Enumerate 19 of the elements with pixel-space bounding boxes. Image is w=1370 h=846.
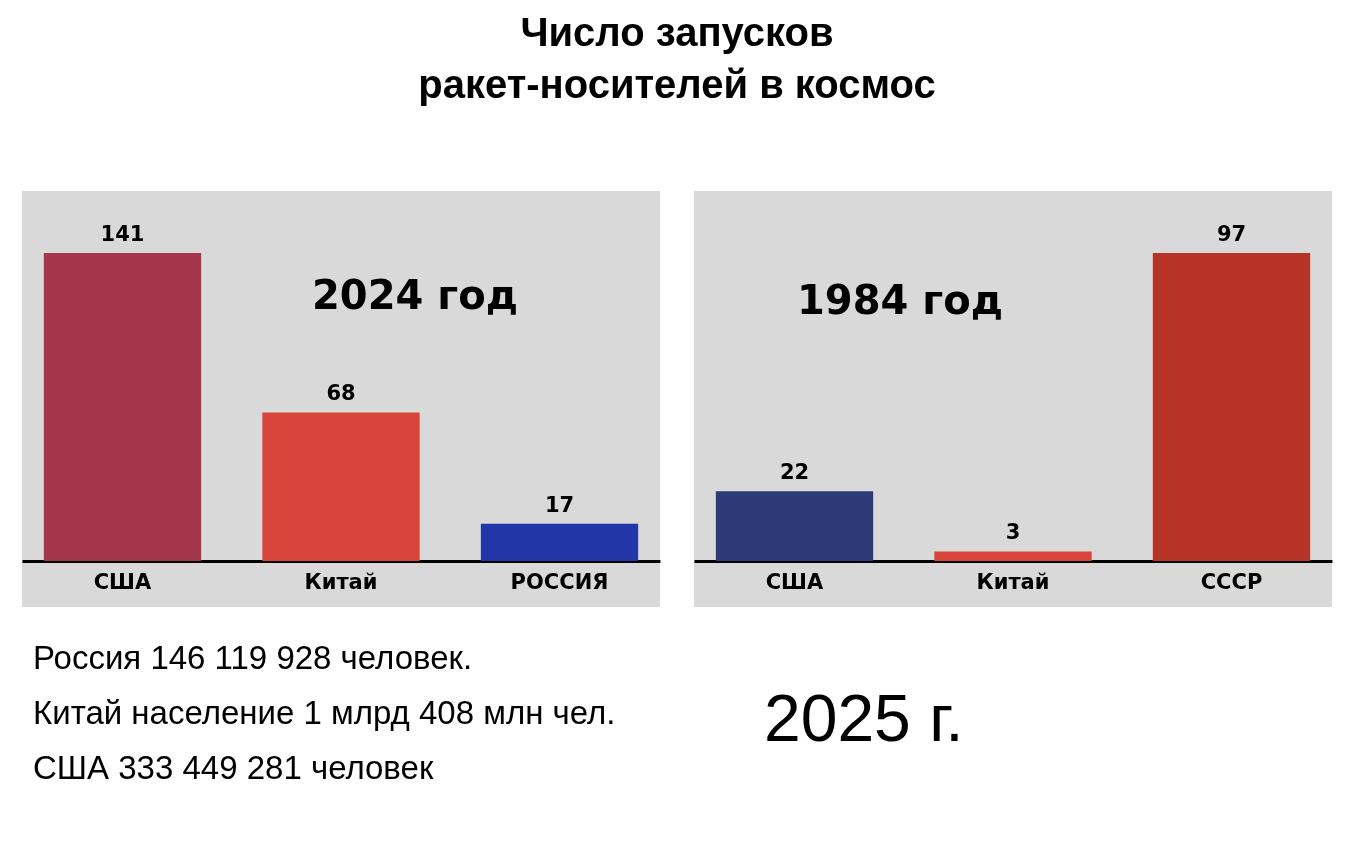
text: Россия 146 119 928 человек. [33,639,473,676]
chart-title: Число запусков ракет-носителей в космос [418,10,936,106]
x-tick-label: США [765,569,825,594]
x-tick-label: РОССИЯ [510,569,609,594]
data-label: 97 [1216,222,1247,246]
data-label: 3 [1005,520,1021,545]
text: 1984 год [797,277,1003,323]
data-label: 17 [544,492,575,517]
text: Китай население 1 млрд 408 млн чел. [33,694,616,731]
x-tick-label: Китай [976,569,1050,594]
x-tick-label: США [93,569,153,594]
data-label: 141 [100,222,145,246]
data-label: 68 [326,381,356,406]
text: 2024 год [312,272,518,318]
text: США 333 449 281 человек [33,749,434,786]
text: 2025 г. [764,681,964,755]
x-tick-label: СССР [1200,569,1263,594]
data-label: 22 [779,460,810,485]
x-tick-label: Китай [304,569,378,594]
